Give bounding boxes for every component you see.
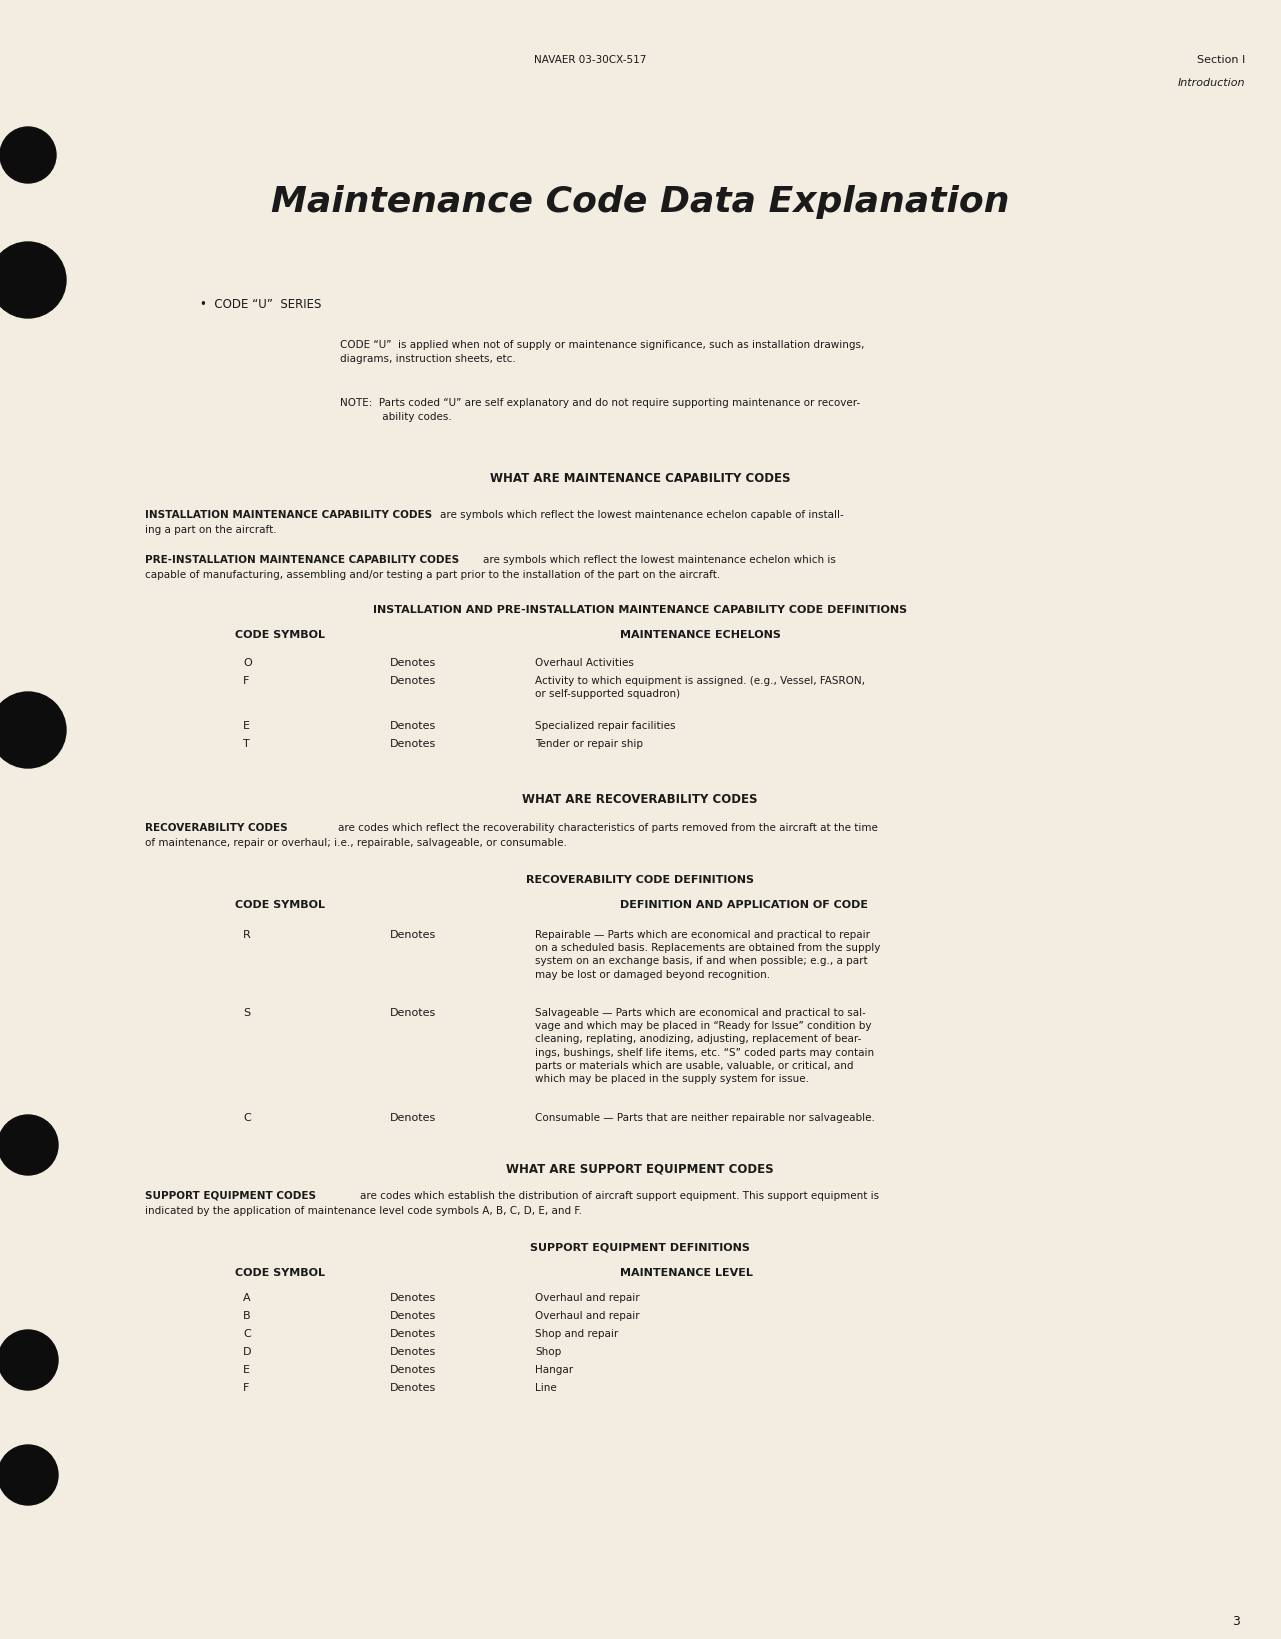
Text: C: C <box>243 1113 251 1123</box>
Text: Denotes: Denotes <box>389 1311 437 1321</box>
Text: Denotes: Denotes <box>389 929 437 941</box>
Text: Line: Line <box>535 1383 557 1393</box>
Text: DEFINITION AND APPLICATION OF CODE: DEFINITION AND APPLICATION OF CODE <box>620 900 869 910</box>
Text: Denotes: Denotes <box>389 739 437 749</box>
Text: Denotes: Denotes <box>389 1383 437 1393</box>
Text: ing a part on the aircraft.: ing a part on the aircraft. <box>145 524 277 534</box>
Text: Hangar: Hangar <box>535 1365 573 1375</box>
Text: CODE SYMBOL: CODE SYMBOL <box>234 1269 325 1278</box>
Text: CODE SYMBOL: CODE SYMBOL <box>234 629 325 639</box>
Circle shape <box>0 126 56 184</box>
Circle shape <box>0 1115 58 1175</box>
Text: Section I: Section I <box>1196 56 1245 66</box>
Text: indicated by the application of maintenance level code symbols A, B, C, D, E, an: indicated by the application of maintena… <box>145 1206 582 1216</box>
Text: Denotes: Denotes <box>389 1113 437 1123</box>
Text: T: T <box>243 739 250 749</box>
Text: C: C <box>243 1329 251 1339</box>
Text: Denotes: Denotes <box>389 657 437 669</box>
Circle shape <box>0 1329 58 1390</box>
Text: F: F <box>243 1383 250 1393</box>
Text: capable of manufacturing, assembling and/or testing a part prior to the installa: capable of manufacturing, assembling and… <box>145 570 720 580</box>
Text: CODE SYMBOL: CODE SYMBOL <box>234 900 325 910</box>
Text: O: O <box>243 657 252 669</box>
Text: Denotes: Denotes <box>389 1293 437 1303</box>
Text: Shop: Shop <box>535 1347 561 1357</box>
Text: A: A <box>243 1293 251 1303</box>
Text: Tender or repair ship: Tender or repair ship <box>535 739 643 749</box>
Text: Denotes: Denotes <box>389 1365 437 1375</box>
Text: WHAT ARE MAINTENANCE CAPABILITY CODES: WHAT ARE MAINTENANCE CAPABILITY CODES <box>489 472 790 485</box>
Text: Introduction: Introduction <box>1177 79 1245 89</box>
Text: B: B <box>243 1311 251 1321</box>
Text: D: D <box>243 1347 251 1357</box>
Text: WHAT ARE RECOVERABILITY CODES: WHAT ARE RECOVERABILITY CODES <box>523 793 758 806</box>
Text: MAINTENANCE LEVEL: MAINTENANCE LEVEL <box>620 1269 753 1278</box>
Text: Maintenance Code Data Explanation: Maintenance Code Data Explanation <box>270 185 1009 220</box>
Circle shape <box>0 1446 58 1505</box>
Text: NAVAER 03-30CX-517: NAVAER 03-30CX-517 <box>534 56 646 66</box>
Text: WHAT ARE SUPPORT EQUIPMENT CODES: WHAT ARE SUPPORT EQUIPMENT CODES <box>506 1164 774 1177</box>
Text: S: S <box>243 1008 250 1018</box>
Text: Denotes: Denotes <box>389 1008 437 1018</box>
Text: INSTALLATION MAINTENANCE CAPABILITY CODES: INSTALLATION MAINTENANCE CAPABILITY CODE… <box>145 510 436 520</box>
Text: are codes which reflect the recoverability characteristics of parts removed from: are codes which reflect the recoverabili… <box>338 823 877 833</box>
Text: 3: 3 <box>1232 1614 1240 1628</box>
Text: Overhaul Activities: Overhaul Activities <box>535 657 634 669</box>
Text: SUPPORT EQUIPMENT CODES: SUPPORT EQUIPMENT CODES <box>145 1192 320 1201</box>
Text: Overhaul and repair: Overhaul and repair <box>535 1293 639 1303</box>
Circle shape <box>0 692 67 769</box>
Text: Repairable — Parts which are economical and practical to repair
on a scheduled b: Repairable — Parts which are economical … <box>535 929 880 980</box>
Text: Denotes: Denotes <box>389 675 437 687</box>
Text: Overhaul and repair: Overhaul and repair <box>535 1311 639 1321</box>
Text: Consumable — Parts that are neither repairable nor salvageable.: Consumable — Parts that are neither repa… <box>535 1113 875 1123</box>
Text: F: F <box>243 675 250 687</box>
Circle shape <box>0 243 67 318</box>
Text: SUPPORT EQUIPMENT DEFINITIONS: SUPPORT EQUIPMENT DEFINITIONS <box>530 1242 749 1252</box>
Text: Specialized repair facilities: Specialized repair facilities <box>535 721 675 731</box>
Text: RECOVERABILITY CODE DEFINITIONS: RECOVERABILITY CODE DEFINITIONS <box>526 875 755 885</box>
Text: Denotes: Denotes <box>389 1329 437 1339</box>
Text: •  CODE “U”  SERIES: • CODE “U” SERIES <box>200 298 322 311</box>
Text: E: E <box>243 721 250 731</box>
Text: RECOVERABILITY CODES: RECOVERABILITY CODES <box>145 823 291 833</box>
Text: INSTALLATION AND PRE-INSTALLATION MAINTENANCE CAPABILITY CODE DEFINITIONS: INSTALLATION AND PRE-INSTALLATION MAINTE… <box>373 605 907 615</box>
Text: are codes which establish the distribution of aircraft support equipment. This s: are codes which establish the distributi… <box>360 1192 879 1201</box>
Text: NOTE:  Parts coded “U” are self explanatory and do not require supporting mainte: NOTE: Parts coded “U” are self explanato… <box>339 398 861 421</box>
Text: E: E <box>243 1365 250 1375</box>
Text: Shop and repair: Shop and repair <box>535 1329 619 1339</box>
Text: Denotes: Denotes <box>389 1347 437 1357</box>
Text: Salvageable — Parts which are economical and practical to sal-
vage and which ma: Salvageable — Parts which are economical… <box>535 1008 874 1083</box>
Text: are symbols which reflect the lowest maintenance echelon which is: are symbols which reflect the lowest mai… <box>483 556 836 565</box>
Text: CODE “U”  is applied when not of supply or maintenance significance, such as ins: CODE “U” is applied when not of supply o… <box>339 339 865 364</box>
Text: of maintenance, repair or overhaul; i.e., repairable, salvageable, or consumable: of maintenance, repair or overhaul; i.e.… <box>145 838 567 847</box>
Text: Activity to which equipment is assigned. (e.g., Vessel, FASRON,
or self-supporte: Activity to which equipment is assigned.… <box>535 675 865 700</box>
Text: PRE-INSTALLATION MAINTENANCE CAPABILITY CODES: PRE-INSTALLATION MAINTENANCE CAPABILITY … <box>145 556 462 565</box>
Text: R: R <box>243 929 251 941</box>
Text: are symbols which reflect the lowest maintenance echelon capable of install-: are symbols which reflect the lowest mai… <box>439 510 844 520</box>
Text: Denotes: Denotes <box>389 721 437 731</box>
Text: MAINTENANCE ECHELONS: MAINTENANCE ECHELONS <box>620 629 781 639</box>
